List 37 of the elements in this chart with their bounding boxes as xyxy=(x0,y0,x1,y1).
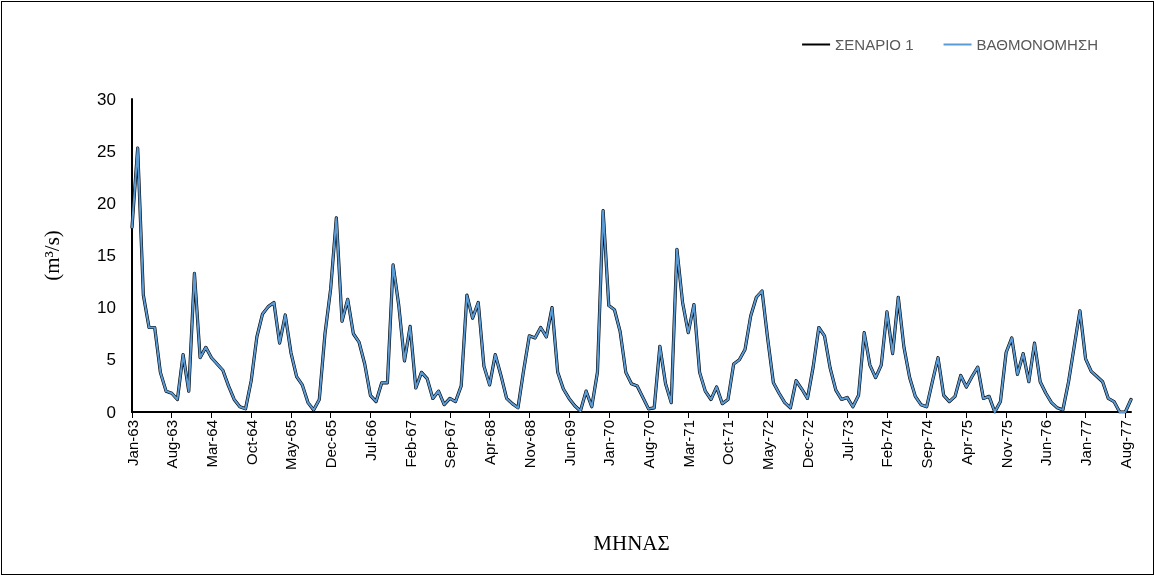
x-tick-label: Nov-75 xyxy=(997,420,1015,469)
y-tick-label: 0 xyxy=(106,402,116,422)
x-tick-label: Sep-74 xyxy=(918,420,936,469)
y-tick-label: 25 xyxy=(97,141,116,161)
x-tick-label: Aug-63 xyxy=(163,420,181,469)
x-tick-label: Dec-65 xyxy=(322,420,340,469)
x-tick-label: Jul-66 xyxy=(361,420,379,461)
x-tick-label: May-72 xyxy=(759,420,777,471)
x-tick-label: Jan-63 xyxy=(123,420,141,466)
y-tick-label: 20 xyxy=(97,193,116,213)
y-axis-title: (m³/s) xyxy=(39,230,64,281)
x-tick-label: Feb-74 xyxy=(878,420,896,468)
y-tick-label: 15 xyxy=(97,246,116,265)
x-tick-label: Jun-76 xyxy=(1037,420,1055,466)
x-tick-label: Apr-68 xyxy=(481,420,499,466)
x-tick-label: Mar-71 xyxy=(679,420,697,468)
x-tick-label: Feb-67 xyxy=(401,420,419,468)
x-tick-label: Jan-77 xyxy=(1077,420,1095,466)
x-tick-label: Oct-71 xyxy=(719,420,737,466)
x-tick-label: Mar-64 xyxy=(202,420,220,468)
x-tick-label: Jan-70 xyxy=(600,420,618,466)
x-tick-label: Apr-75 xyxy=(957,420,975,466)
x-tick-label: Sep-67 xyxy=(441,420,459,469)
x-tick-label: Aug-70 xyxy=(640,420,658,469)
x-tick-label: Nov-68 xyxy=(520,420,538,469)
x-tick-label: Oct-64 xyxy=(242,420,260,466)
x-tick-label: Aug-77 xyxy=(1116,420,1134,469)
x-tick-label: May-65 xyxy=(282,420,300,471)
x-tick-label: Jun-69 xyxy=(560,420,578,466)
y-tick-label: 5 xyxy=(106,350,116,370)
x-tick-label: Jul-73 xyxy=(838,420,856,461)
x-tick-label: Dec-72 xyxy=(798,420,816,469)
legend-label: ΒΑΘΜΟΝΟΜΗΣΗ xyxy=(976,36,1099,53)
y-tick-label: 30 xyxy=(97,89,116,109)
legend-label: ΣΕΝΑΡΙΟ 1 xyxy=(835,36,914,53)
y-tick-label: 10 xyxy=(97,298,116,318)
x-axis-title: ΜΗΝΑΣ xyxy=(593,530,670,555)
